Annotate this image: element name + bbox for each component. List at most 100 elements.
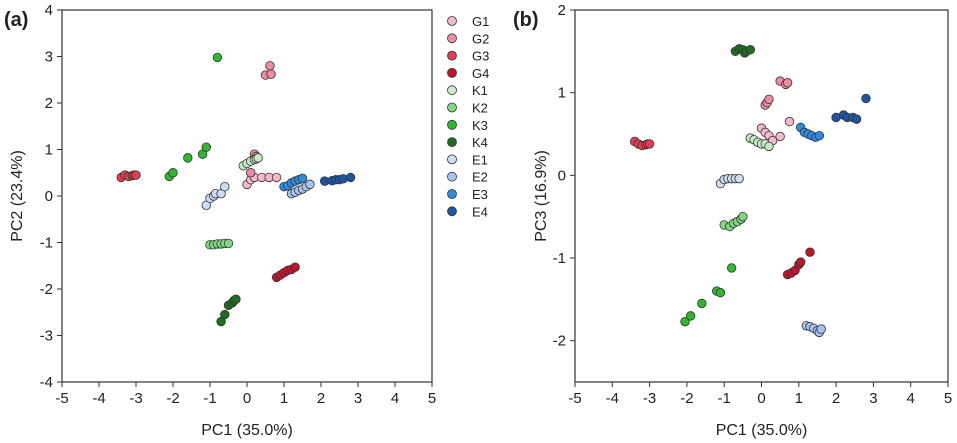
series-g3: [629, 136, 655, 151]
legend-marker-g1: [447, 16, 457, 26]
x-tick-label: -4: [606, 390, 619, 407]
legend-label-e4: E4: [472, 204, 488, 219]
y-tick-label: 0: [45, 188, 53, 205]
legend-label-g3: G3: [472, 49, 489, 64]
legend-label-g1: G1: [472, 14, 489, 29]
series-g4: [782, 247, 815, 280]
x-tick-label: 0: [757, 390, 765, 407]
legend-label-e3: E3: [472, 187, 488, 202]
x-tick-label: -5: [55, 390, 68, 407]
x-axis-title: PC1 (35.0%): [716, 422, 808, 439]
data-point-k3: [715, 288, 726, 298]
data-point-e4: [861, 93, 871, 104]
data-point-k3: [726, 263, 737, 273]
data-point-g1: [784, 116, 795, 127]
data-point-k4: [231, 294, 241, 304]
series-e4: [320, 172, 356, 186]
data-point-k3: [212, 52, 223, 63]
data-point-g1: [775, 131, 785, 142]
data-point-k3: [685, 311, 696, 321]
y-tick-label: -1: [40, 235, 53, 252]
y-axis-title: PC2 (23.4%): [9, 150, 26, 242]
series-e1: [201, 181, 230, 211]
x-tick-label: -2: [680, 390, 693, 407]
data-point-k1: [253, 153, 263, 163]
data-point-g4: [805, 247, 815, 257]
y-tick-label: 2: [45, 95, 53, 112]
legend-marker-g2: [447, 33, 457, 44]
x-tick-label: 1: [280, 390, 288, 407]
y-tick-label: -2: [40, 281, 53, 298]
x-tick-label: -1: [203, 390, 216, 407]
x-tick-label: 4: [907, 390, 915, 407]
data-point-g2: [782, 78, 793, 88]
x-tick-label: 0: [243, 390, 251, 407]
y-axis-title: PC3 (16.9%): [533, 150, 550, 242]
data-point-k3: [697, 298, 707, 309]
data-point-g2: [764, 94, 774, 104]
series-k2: [719, 211, 748, 232]
y-tick-label: 4: [45, 2, 53, 19]
legend-marker-e1: [447, 154, 457, 165]
legend-marker-g4: [447, 68, 457, 78]
legend-label-k3: K3: [472, 118, 488, 133]
data-point-k3: [680, 316, 690, 327]
series-k4: [216, 294, 241, 327]
legend-label-g2: G2: [472, 31, 489, 46]
data-point-g2: [265, 61, 275, 71]
legend-marker-e4: [447, 206, 457, 217]
data-point-k3: [168, 168, 178, 178]
y-tick-label: -1: [553, 250, 566, 267]
legend-marker-k2: [447, 102, 457, 113]
legend-marker-e3: [447, 189, 457, 199]
data-point-g1: [271, 172, 282, 183]
series-k1: [745, 133, 774, 152]
x-tick-label: -4: [92, 390, 105, 407]
y-tick-label: -4: [40, 374, 53, 391]
data-point-g2: [245, 168, 256, 178]
x-tick-label: 3: [354, 390, 362, 407]
y-tick-label: 1: [558, 85, 566, 102]
series-e2: [801, 321, 826, 338]
data-point-e1: [734, 173, 744, 184]
y-tick-label: 0: [558, 167, 566, 184]
x-tick-label: 5: [944, 390, 952, 407]
series-e1: [715, 173, 744, 189]
data-point-k1: [764, 141, 774, 152]
panel-b: -5 -4 -3 -2 -1 0 1 2 3 4 5 -2 -1 0 1 2 PC1 (35.0%) PC3 (1…: [513, 2, 952, 439]
x-tick-label: 4: [391, 390, 399, 407]
plot-frame: [61, 9, 433, 383]
legend-label-g4: G4: [472, 66, 489, 81]
legend-label-e1: E1: [472, 152, 488, 167]
data-point-k3: [183, 153, 193, 163]
data-point-g2: [266, 69, 276, 79]
y-tick-label: 1: [45, 142, 53, 159]
panel-label: (a): [4, 9, 28, 31]
data-point-e1: [220, 181, 230, 192]
series-e3: [795, 122, 825, 143]
data-point-e2: [816, 324, 826, 334]
data-point-k4: [220, 309, 230, 320]
legend-label-k2: K2: [472, 101, 488, 116]
series-k3: [164, 52, 223, 182]
x-tick-label: -3: [643, 390, 656, 407]
data-point-g4: [795, 257, 806, 267]
series-k1: [238, 153, 263, 171]
y-tick-label: 2: [558, 2, 566, 19]
series-k3: [680, 263, 737, 327]
data-point-g3: [131, 170, 141, 180]
legend-marker-k4: [447, 137, 457, 148]
data-point-e3: [297, 173, 308, 184]
data-point-k2: [738, 211, 748, 222]
data-point-g3: [644, 139, 655, 149]
data-point-e3: [814, 130, 825, 141]
x-tick-label: -3: [129, 390, 142, 407]
x-tick-label: -5: [568, 390, 581, 407]
series-e2: [286, 179, 315, 199]
series-e3: [279, 173, 308, 192]
legend-marker-e2: [447, 171, 457, 182]
data-point-k3: [201, 142, 212, 152]
plot-frame: [574, 9, 949, 383]
x-tick-label: 2: [317, 390, 325, 407]
